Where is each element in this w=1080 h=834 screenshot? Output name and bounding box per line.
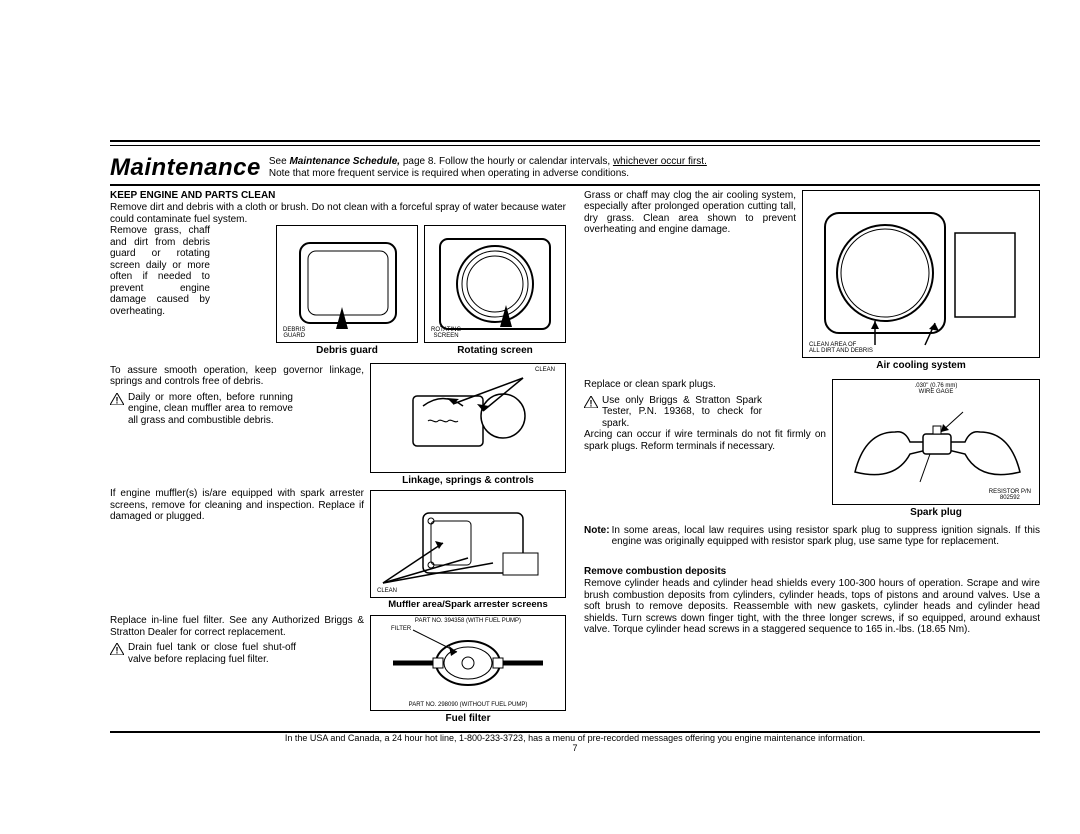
filter-warning: ! Drain fuel tank or close fuel shut-off… [110, 642, 364, 665]
svg-text:!: ! [116, 395, 119, 405]
rotating-screen-figure: ROTATINGSCREEN [424, 225, 566, 343]
muffler-figure: CLEAN [370, 490, 566, 598]
header-line1-mid: page 8. Follow the hourly or calendar in… [400, 156, 613, 167]
filter-warn-text: Drain fuel tank or close fuel shut-off v… [128, 642, 296, 665]
left-column: KEEP ENGINE AND PARTS CLEAN Remove dirt … [110, 190, 566, 727]
header-line1-u: whichever occur first. [613, 156, 707, 167]
warning-icon: ! [110, 643, 124, 655]
note-label: Note: [584, 525, 610, 548]
spark-warning: ! Use only Briggs & Stratton Spark Teste… [584, 395, 826, 430]
combustion-text: Remove cylinder heads and cylinder head … [584, 578, 1040, 636]
manual-page: Maintenance See Maintenance Schedule, pa… [110, 154, 1040, 754]
linkage-figure: CLEAN [370, 363, 566, 473]
air-cooling-figure: CLEAN AREA OF ALL DIRT AND DEBRIS [802, 190, 1040, 358]
keep-clean-heading: KEEP ENGINE AND PARTS CLEAN [110, 190, 566, 202]
linkage-fig-wrap: CLEAN Linkage, springs & controls [370, 363, 566, 487]
header-line2: Note that more frequent service is requi… [269, 168, 629, 179]
filter-fig-wrap: PART NO. 394358 (WITH FUEL PUMP) FILTER … [370, 615, 566, 725]
header-line1-pre: See [269, 156, 290, 167]
fuel-filter-caption: Fuel filter [370, 713, 566, 725]
muffler-warn-text: Daily or more often, before running engi… [128, 392, 293, 427]
debris-rotating-figs: DEBRISGUARD Debris guard [276, 225, 566, 357]
spark-gage-label: .030" (0.76 mm) WIRE GAGE [833, 383, 1039, 395]
spark-warn-text: Use only Briggs & Stratton Spark Tester,… [602, 395, 762, 430]
warning-icon: ! [110, 393, 124, 405]
spark-fig-wrap: .030" (0.76 mm) WIRE GAGE RESISTOR P/N 8… [832, 379, 1040, 519]
svg-text:!: ! [116, 646, 119, 656]
svg-text:!: ! [590, 398, 593, 408]
debris-guard-caption: Debris guard [276, 345, 418, 357]
keep-clean-p2: Remove grass, chaff and dirt from debris… [110, 225, 210, 317]
spark-plug-figure: .030" (0.76 mm) WIRE GAGE RESISTOR P/N 8… [832, 379, 1040, 505]
rotating-label: ROTATINGSCREEN [431, 327, 461, 339]
muffler-caption: Muffler area/Spark arrester screens [370, 600, 566, 611]
filter-label: FILTER [391, 626, 411, 632]
linkage-caption: Linkage, springs & controls [370, 475, 566, 487]
air-cooling-caption: Air cooling system [802, 360, 1040, 372]
page-number: 7 [572, 743, 577, 753]
warning-icon: ! [584, 396, 598, 408]
filter-partno-c: PART NO. 298090 (WITHOUT FUEL PUMP) [371, 702, 565, 708]
keep-clean-p1: Remove dirt and debris with a cloth or b… [110, 202, 566, 225]
page-title: Maintenance [110, 154, 261, 182]
spark-note: Note: In some areas, local law requires … [584, 525, 1040, 548]
header-line1-bi: Maintenance Schedule, [289, 156, 400, 167]
muffler-fig-wrap: CLEAN Muffler area/Spark arrester screen… [370, 490, 566, 611]
header-row: Maintenance See Maintenance Schedule, pa… [110, 154, 1040, 182]
note-text: In some areas, local law requires using … [612, 525, 1040, 548]
muffler-warning: ! Daily or more often, before running en… [110, 392, 364, 427]
air-clean-label: CLEAN AREA OF ALL DIRT AND DEBRIS [809, 342, 873, 354]
air-cooling-fig-wrap: CLEAN AREA OF ALL DIRT AND DEBRIS Air co… [802, 190, 1040, 372]
footer-line: In the USA and Canada, a 24 hour hot lin… [285, 733, 865, 743]
debris-label: DEBRISGUARD [283, 327, 305, 339]
footer: In the USA and Canada, a 24 hour hot lin… [110, 733, 1040, 755]
filter-partno-a: PART NO. 394358 (WITH FUEL PUMP) [371, 618, 565, 624]
spark-plug-caption: Spark plug [832, 507, 1040, 519]
right-column: CLEAN AREA OF ALL DIRT AND DEBRIS Air co… [584, 190, 1040, 727]
header-text: See Maintenance Schedule, page 8. Follow… [269, 156, 1040, 182]
rotating-screen-caption: Rotating screen [424, 345, 566, 357]
linkage-clean-label: CLEAN [535, 367, 555, 373]
muffler-clean-label: CLEAN [377, 588, 397, 594]
debris-guard-figure: DEBRISGUARD [276, 225, 418, 343]
columns: KEEP ENGINE AND PARTS CLEAN Remove dirt … [110, 190, 1040, 727]
fuel-filter-figure: PART NO. 394358 (WITH FUEL PUMP) FILTER … [370, 615, 566, 711]
combustion-heading: Remove combustion deposits [584, 566, 1040, 578]
spark-resistor-label: RESISTOR P/N 802592 [989, 489, 1031, 501]
